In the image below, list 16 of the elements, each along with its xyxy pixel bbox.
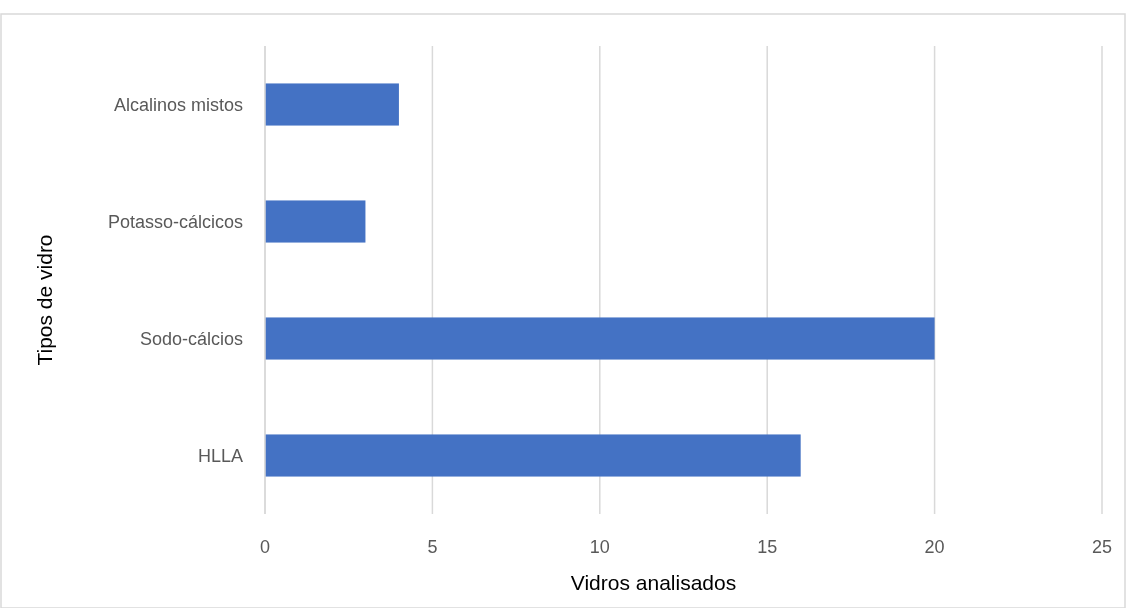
y-tick-label: HLLA (197, 445, 243, 466)
y-axis-title: Tipos de vidro (33, 234, 56, 366)
x-tick-label: 5 (427, 537, 438, 557)
y-tick-label: Sodo-cálcios (139, 328, 243, 349)
y-tick-label: Alcalinos mistos (113, 94, 243, 115)
x-axis-title: Vidros analisados (570, 571, 737, 594)
x-tick-label: 15 (757, 537, 778, 557)
bar (265, 200, 366, 243)
bar (265, 83, 399, 126)
bar (265, 434, 801, 477)
x-tick-label: 10 (589, 537, 610, 557)
x-tick-label: 20 (924, 537, 945, 557)
x-tick-label: 0 (259, 537, 271, 557)
x-tick-label: 25 (1091, 537, 1113, 557)
y-tick-label: Potasso-cálcicos (107, 211, 243, 232)
bar (265, 317, 935, 360)
